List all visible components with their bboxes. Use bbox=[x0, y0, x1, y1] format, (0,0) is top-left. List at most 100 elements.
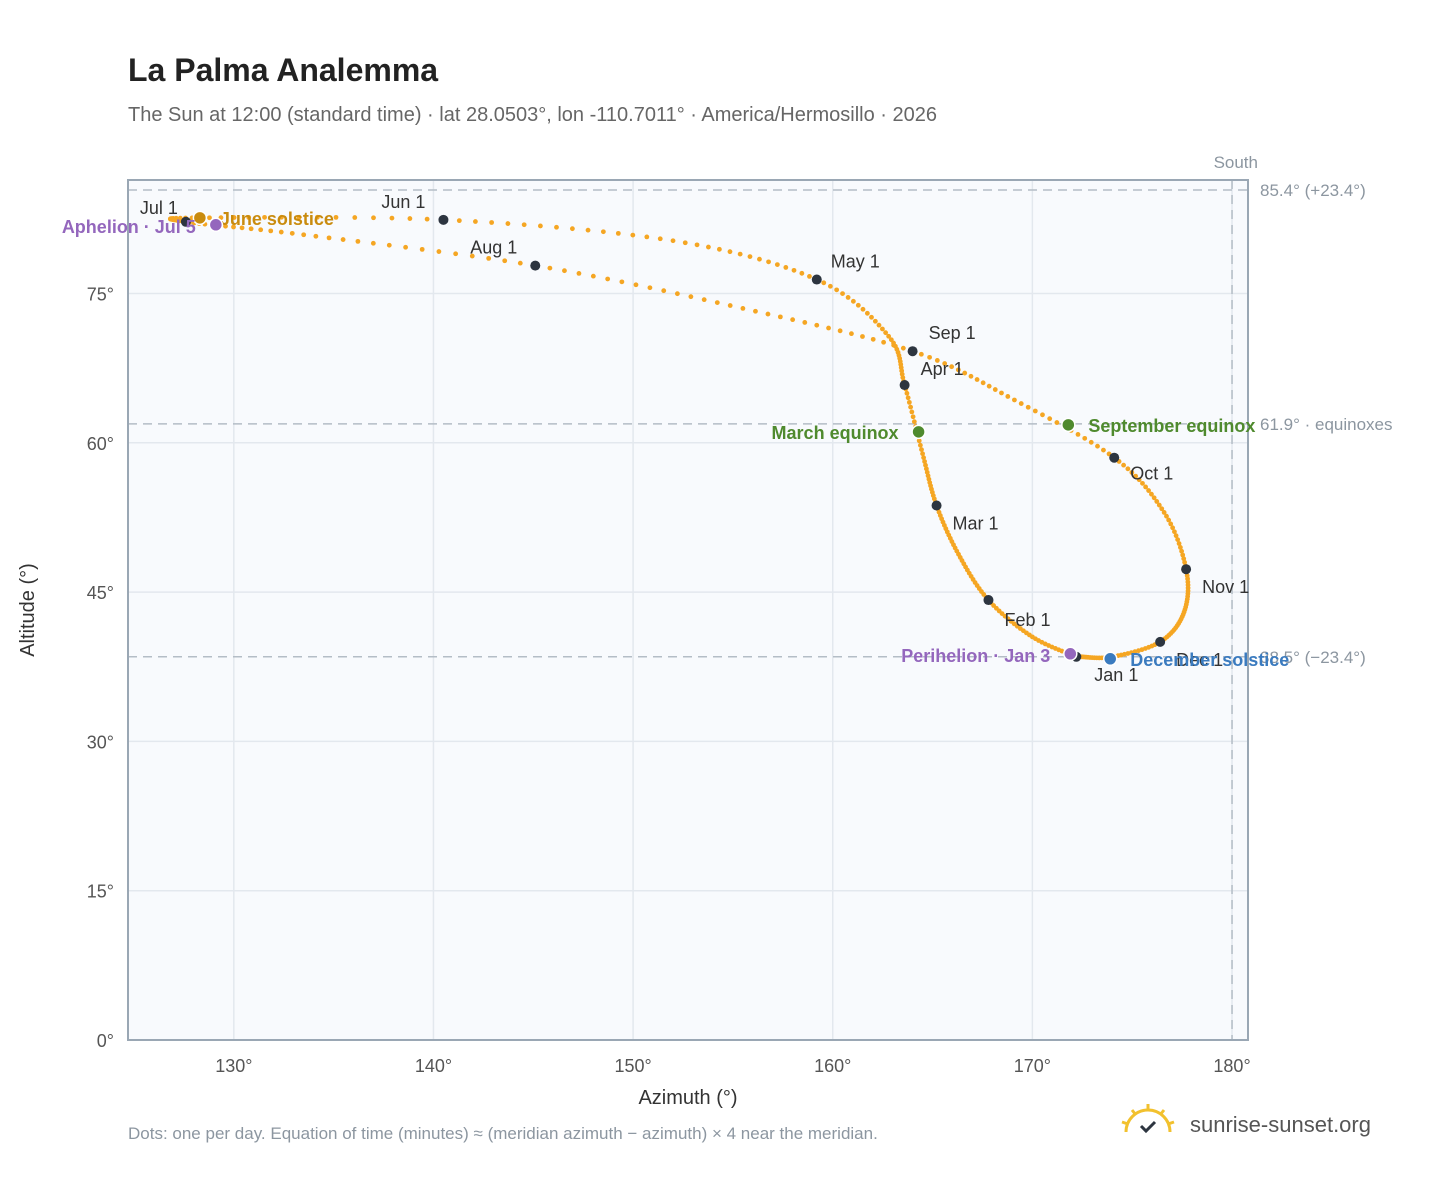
daily-sun-dot bbox=[834, 287, 840, 293]
daily-sun-dot bbox=[777, 314, 783, 320]
x-tick-label: 160° bbox=[814, 1056, 851, 1076]
y-axis-title: Altitude (°) bbox=[17, 563, 39, 657]
daily-sun-dot bbox=[881, 339, 887, 345]
month-marker bbox=[907, 346, 918, 357]
daily-sun-dot bbox=[1151, 495, 1157, 501]
daily-sun-dot bbox=[845, 295, 851, 300]
daily-sun-dot bbox=[1180, 552, 1186, 558]
daily-sun-dot bbox=[727, 303, 733, 308]
daily-sun-dot bbox=[917, 442, 923, 448]
daily-sun-dot bbox=[505, 221, 511, 226]
event-label: December solstice bbox=[1130, 650, 1289, 670]
daily-sun-dot bbox=[910, 414, 916, 420]
reference-line-label: 85.4° (+23.4°) bbox=[1260, 181, 1366, 200]
x-tick-label: 150° bbox=[614, 1056, 651, 1076]
daily-sun-dot bbox=[630, 232, 636, 238]
daily-sun-dot bbox=[727, 249, 733, 255]
daily-sun-dot bbox=[1025, 404, 1031, 410]
chart-subtitle: The Sun at 12:00 (standard time) · lat 2… bbox=[128, 104, 938, 126]
month-marker-label: May 1 bbox=[831, 252, 880, 272]
daily-sun-dot bbox=[886, 333, 892, 339]
daily-sun-dot bbox=[301, 232, 307, 238]
daily-sun-dot bbox=[386, 242, 392, 248]
event-label: September equinox bbox=[1088, 416, 1255, 436]
daily-sun-dot bbox=[1173, 533, 1179, 539]
daily-sun-dot bbox=[905, 395, 911, 401]
daily-sun-dot bbox=[883, 330, 889, 336]
daily-sun-dot bbox=[326, 235, 332, 241]
daily-sun-dot bbox=[547, 265, 553, 271]
daily-sun-dot bbox=[1175, 537, 1181, 543]
daily-sun-dot bbox=[590, 273, 596, 279]
daily-sun-dot bbox=[403, 244, 408, 250]
daily-sun-dot bbox=[268, 228, 274, 234]
month-marker bbox=[811, 274, 822, 285]
event-marker bbox=[1102, 651, 1118, 667]
daily-sun-dot bbox=[1172, 529, 1177, 535]
daily-sun-dot bbox=[489, 220, 495, 225]
daily-sun-dot bbox=[682, 240, 688, 246]
daily-sun-dot bbox=[674, 291, 680, 297]
daily-sun-dot bbox=[714, 300, 720, 306]
daily-sun-dot bbox=[860, 334, 865, 339]
daily-sun-dot bbox=[569, 226, 575, 232]
daily-sun-dot bbox=[908, 404, 914, 410]
daily-sun-dot bbox=[278, 229, 284, 235]
event-label: June solstice bbox=[220, 209, 334, 229]
daily-sun-dot bbox=[1181, 556, 1187, 562]
daily-sun-dot bbox=[919, 447, 924, 452]
y-tick-label: 15° bbox=[87, 882, 114, 902]
daily-sun-dot bbox=[888, 337, 894, 343]
daily-sun-dot bbox=[968, 373, 974, 379]
daily-sun-dot bbox=[980, 380, 986, 386]
daily-sun-dot bbox=[1179, 548, 1185, 554]
daily-sun-dot bbox=[774, 262, 780, 268]
daily-sun-dot bbox=[1168, 521, 1174, 527]
x-tick-label: 140° bbox=[415, 1056, 452, 1076]
y-tick-label: 0° bbox=[97, 1031, 114, 1051]
daily-sun-dot bbox=[706, 244, 711, 250]
daily-sun-dot bbox=[849, 331, 854, 337]
daily-sun-dot bbox=[670, 238, 676, 244]
daily-sun-dot bbox=[1159, 506, 1165, 512]
month-marker-label: Aug 1 bbox=[470, 238, 517, 258]
month-marker-label: Jan 1 bbox=[1094, 665, 1138, 685]
daily-sun-dot bbox=[850, 298, 856, 304]
daily-sun-dot bbox=[999, 390, 1004, 396]
daily-sun-dot bbox=[333, 214, 339, 220]
daily-sun-dot bbox=[826, 325, 831, 331]
daily-sun-dot bbox=[1170, 525, 1176, 531]
daily-sun-dot bbox=[1032, 408, 1038, 414]
daily-sun-dot bbox=[1082, 435, 1088, 441]
daily-sun-dot bbox=[974, 377, 980, 382]
daily-sun-dot bbox=[248, 226, 254, 232]
event-marker bbox=[208, 217, 224, 233]
daily-sun-dot bbox=[921, 455, 927, 461]
daily-sun-dot bbox=[1149, 491, 1154, 497]
daily-sun-dot bbox=[807, 273, 812, 279]
month-marker-label: Oct 1 bbox=[1130, 464, 1173, 484]
daily-sun-dot bbox=[766, 259, 771, 265]
daily-sun-dot bbox=[814, 322, 820, 328]
daily-sun-dot bbox=[880, 326, 885, 332]
daily-sun-dot bbox=[352, 215, 358, 220]
event-marker bbox=[911, 424, 926, 440]
daily-sun-dot bbox=[747, 254, 753, 260]
x-tick-label: 180° bbox=[1213, 1056, 1250, 1076]
daily-sun-dot bbox=[737, 251, 743, 257]
daily-sun-dot bbox=[585, 227, 591, 233]
daily-sun-dot bbox=[1040, 412, 1045, 418]
daily-sun-dot bbox=[1012, 397, 1017, 403]
brand-logo[interactable]: sunrise-sunset.org bbox=[1120, 1102, 1380, 1146]
daily-sun-dot bbox=[1176, 541, 1182, 546]
daily-sun-dot bbox=[1088, 439, 1094, 445]
event-marker bbox=[192, 210, 208, 226]
daily-sun-dot bbox=[1005, 394, 1011, 399]
daily-sun-dot bbox=[783, 265, 789, 270]
daily-sun-dot bbox=[821, 280, 827, 286]
daily-sun-dot bbox=[992, 387, 998, 392]
daily-sun-dot bbox=[1054, 420, 1060, 425]
y-tick-label: 30° bbox=[87, 732, 114, 752]
daily-sun-dot bbox=[207, 215, 212, 221]
